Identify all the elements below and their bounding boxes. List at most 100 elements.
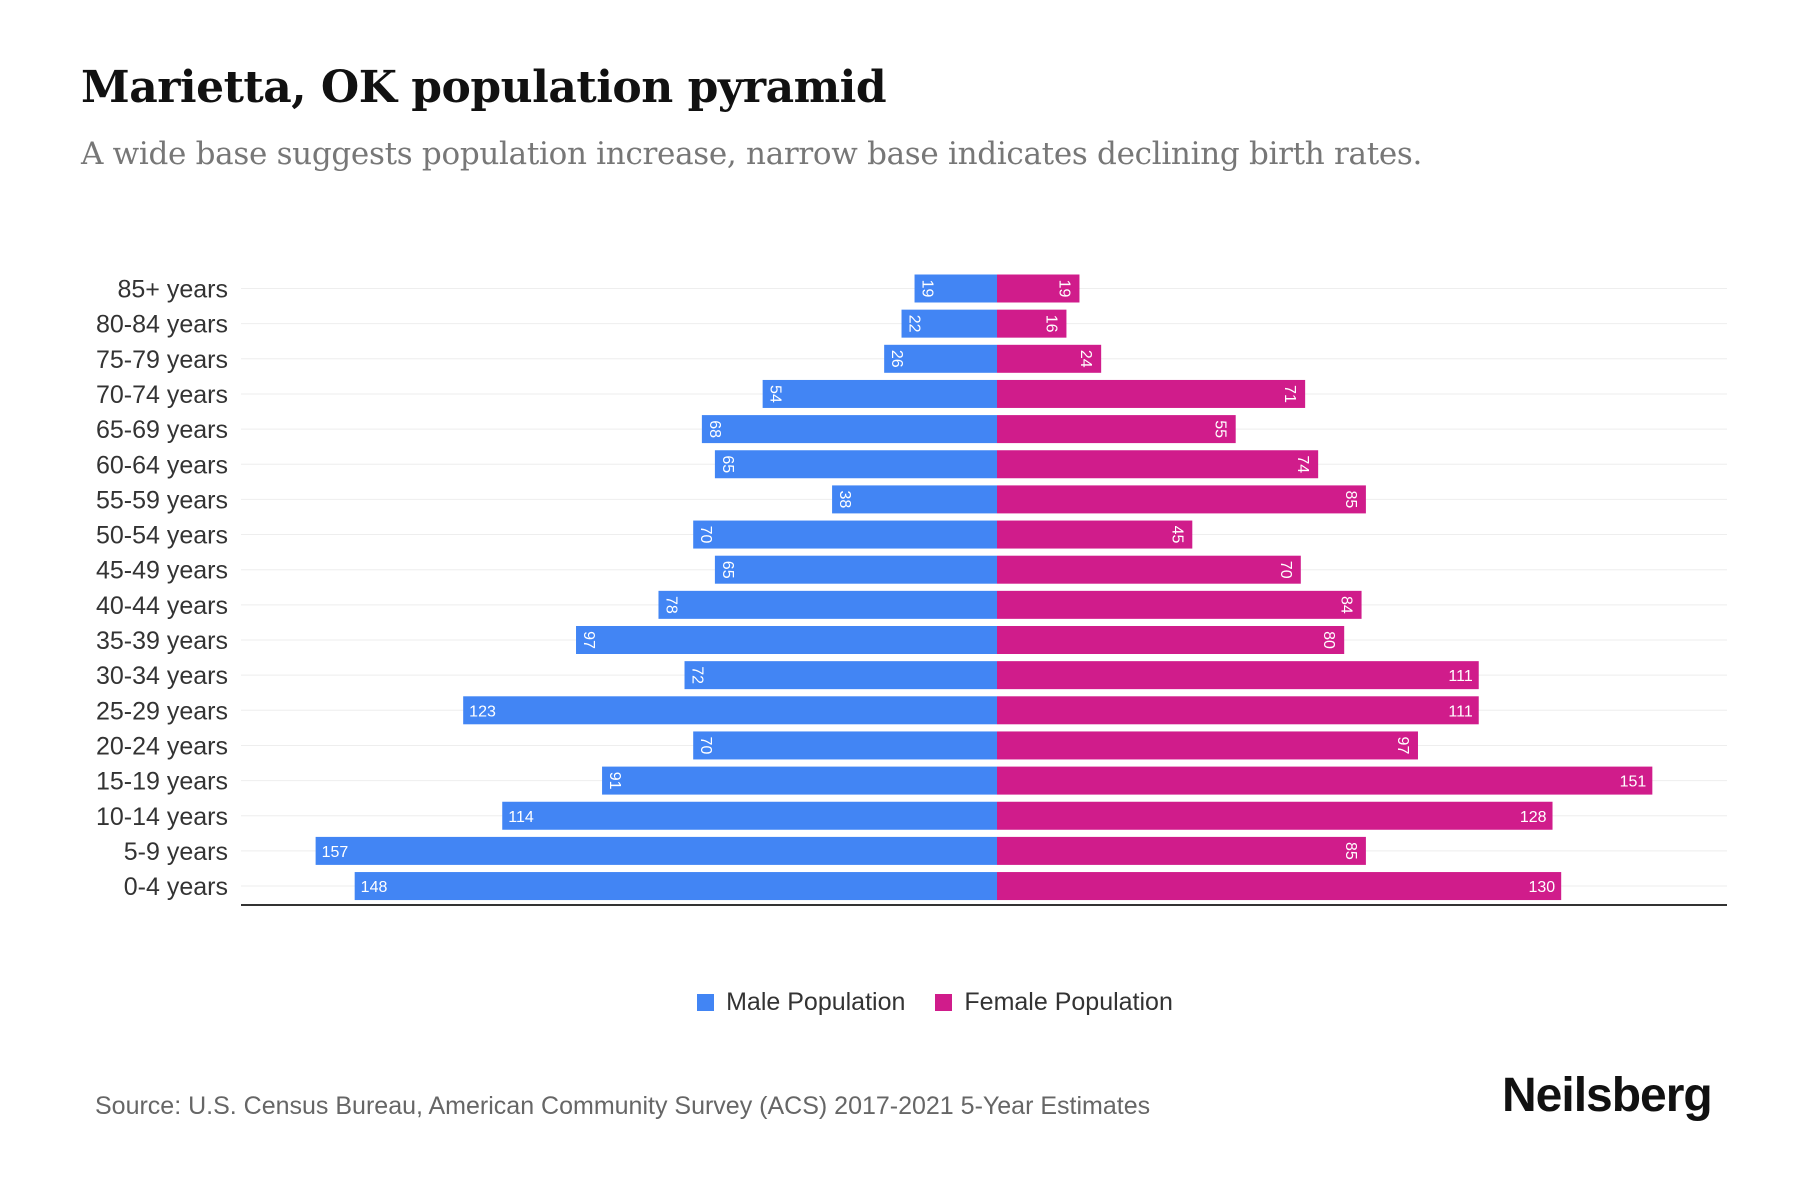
data-label: 65 (719, 561, 736, 579)
male-bar (602, 766, 997, 795)
data-label: 16 (1042, 315, 1059, 333)
male-bar (463, 696, 997, 725)
data-label: 26 (888, 350, 905, 368)
male-bar (576, 626, 997, 654)
data-label: 85 (1342, 842, 1359, 860)
data-label: 148 (361, 879, 388, 896)
y-tick-label: 60-64 years (96, 451, 228, 479)
y-tick-label: 55-59 years (96, 486, 228, 514)
female-bar (997, 379, 1306, 408)
y-tick-label: 80-84 years (96, 311, 228, 339)
data-label: 123 (469, 703, 496, 720)
female-bar (997, 485, 1366, 514)
female-bar (997, 555, 1301, 584)
data-label: 24 (1077, 350, 1094, 368)
male-bar (832, 485, 997, 514)
female-bar (997, 450, 1319, 479)
male-bar (693, 731, 997, 760)
female-bar (997, 731, 1418, 760)
pyramid-chart: 85+ years 80-84 years 75-79 years 70-74 yea… (96, 274, 1727, 906)
data-label: 85 (1342, 491, 1359, 509)
data-label: 70 (1277, 561, 1294, 579)
male-bar (315, 836, 997, 865)
y-tick-label: 35-39 years (96, 627, 228, 655)
legend-item-female: Female Population (935, 988, 1173, 1017)
y-tick-label: 10-14 years (96, 803, 228, 831)
male-bar (701, 415, 997, 444)
male-bar (502, 801, 997, 830)
y-tick-label: 30-34 years (96, 662, 228, 690)
female-bar (997, 626, 1345, 654)
source-note: Source: U.S. Census Bureau, American Com… (95, 1092, 1151, 1120)
female-bar (997, 766, 1653, 795)
female-bar (997, 274, 1080, 303)
y-tick-label: 40-44 years (96, 592, 228, 620)
legend-label-female: Female Population (964, 988, 1173, 1016)
male-bar (714, 450, 997, 479)
data-label: 45 (1168, 526, 1185, 544)
data-label: 72 (689, 666, 706, 684)
male-bar (914, 274, 997, 303)
legend-label-male: Male Population (726, 988, 906, 1016)
data-label: 91 (606, 772, 623, 790)
y-tick-label: 70-74 years (96, 381, 228, 409)
female-bar (997, 415, 1236, 444)
male-bar (693, 520, 997, 549)
chart-subtitle: A wide base suggests population increase… (81, 136, 1423, 172)
male-bar (762, 379, 997, 408)
male-swatch (697, 994, 715, 1011)
y-tick-label: 65-69 years (96, 416, 228, 444)
data-label: 97 (580, 631, 597, 649)
data-label: 80 (1320, 631, 1337, 649)
male-bar (658, 590, 997, 619)
male-bar (714, 555, 997, 584)
female-bar (997, 696, 1479, 725)
data-label: 71 (1281, 385, 1298, 403)
y-tick-label: 75-79 years (96, 346, 228, 374)
female-swatch (935, 994, 953, 1011)
data-label: 38 (836, 491, 853, 509)
brand-logo: Neilsberg (1502, 1069, 1713, 1122)
chart-title: Marietta, OK population pyramid (81, 62, 887, 113)
data-label: 128 (1520, 809, 1547, 826)
y-tick-label: 0-4 years (124, 873, 228, 901)
data-label: 78 (662, 596, 679, 614)
y-tick-label: 20-24 years (96, 732, 228, 760)
data-label: 74 (1294, 455, 1311, 473)
female-bar (997, 309, 1067, 338)
male-bar (884, 344, 997, 373)
male-bar (684, 661, 997, 690)
female-bar (997, 344, 1102, 373)
female-bar (997, 520, 1193, 549)
data-label: 22 (906, 315, 923, 333)
data-label: 19 (919, 280, 936, 298)
data-label: 84 (1338, 596, 1355, 614)
male-bar (354, 872, 997, 901)
y-tick-label: 15-19 years (96, 768, 228, 796)
data-label: 65 (719, 455, 736, 473)
legend-item-male: Male Population (697, 988, 905, 1017)
data-label: 114 (508, 809, 534, 826)
y-tick-label: 25-29 years (96, 697, 228, 725)
data-label: 70 (697, 737, 714, 755)
data-label: 151 (1620, 774, 1647, 791)
data-label: 97 (1394, 737, 1411, 755)
data-label: 130 (1528, 879, 1555, 896)
data-label: 54 (767, 385, 784, 403)
female-bar (997, 836, 1366, 865)
y-tick-label: 85+ years (118, 276, 229, 304)
male-bar (901, 309, 997, 338)
y-tick-label: 50-54 years (96, 522, 228, 550)
data-label: 157 (322, 844, 349, 861)
female-bar (997, 801, 1553, 830)
female-bar (997, 872, 1562, 901)
legend: Male Population Female Population (0, 988, 1800, 1017)
y-tick-label: 45-49 years (96, 557, 228, 585)
y-tick-label: 5-9 years (124, 838, 228, 866)
data-label: 70 (697, 526, 714, 544)
data-label: 111 (1448, 668, 1472, 685)
data-label: 68 (706, 420, 723, 438)
female-bar (997, 661, 1479, 690)
data-label: 55 (1212, 420, 1229, 438)
data-label: 19 (1055, 280, 1072, 298)
